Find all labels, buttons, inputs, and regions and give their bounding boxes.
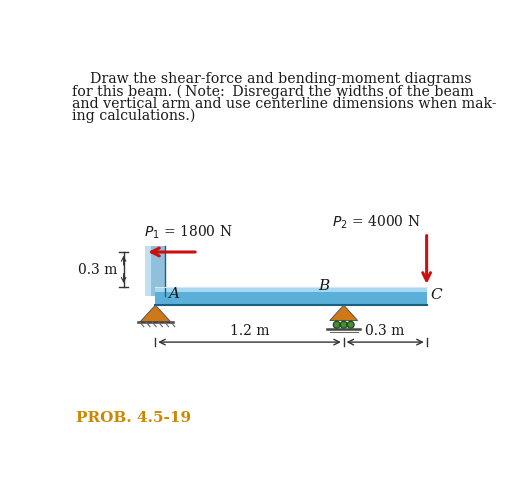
Text: PROB. 4.5-19: PROB. 4.5-19: [76, 410, 191, 424]
Polygon shape: [140, 305, 171, 322]
Text: 1.2 m: 1.2 m: [230, 323, 269, 337]
Circle shape: [340, 322, 347, 329]
Text: 0.3 m: 0.3 m: [78, 263, 118, 277]
Polygon shape: [330, 305, 358, 321]
Circle shape: [347, 322, 354, 329]
Text: $P_1$ = 1800 N: $P_1$ = 1800 N: [144, 223, 232, 240]
Bar: [145, 246, 165, 296]
Bar: [155, 287, 427, 305]
Bar: [145, 246, 152, 296]
Text: for this beam. ( Note:  Disregard the widths of the beam: for this beam. ( Note: Disregard the wid…: [73, 84, 474, 99]
Text: and vertical arm and use centerline dimensions when mak-: and vertical arm and use centerline dime…: [73, 96, 497, 110]
Bar: [155, 287, 427, 292]
Text: 0.3 m: 0.3 m: [366, 323, 405, 337]
Text: $P_2$ = 4000 N: $P_2$ = 4000 N: [332, 213, 420, 230]
Text: Draw the shear-force and bending-moment diagrams: Draw the shear-force and bending-moment …: [73, 72, 472, 86]
Circle shape: [333, 322, 340, 329]
Text: C: C: [430, 287, 442, 301]
Text: A: A: [169, 286, 180, 300]
Text: ing calculations.): ing calculations.): [73, 109, 196, 123]
Text: B: B: [319, 279, 330, 292]
